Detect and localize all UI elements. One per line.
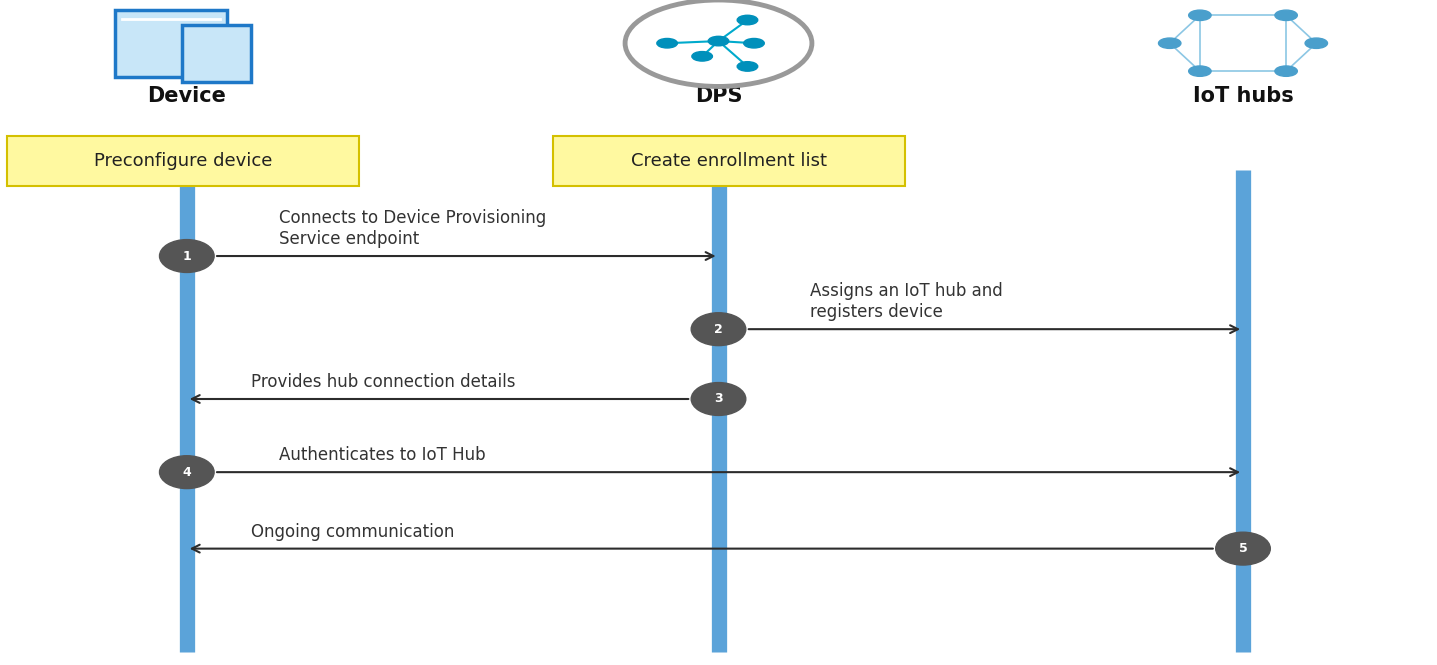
Ellipse shape: [160, 239, 214, 273]
Circle shape: [737, 15, 757, 25]
Circle shape: [737, 62, 757, 71]
Text: Ongoing communication: Ongoing communication: [251, 523, 456, 541]
Circle shape: [1188, 66, 1211, 76]
Text: Preconfigure device: Preconfigure device: [93, 152, 273, 170]
Ellipse shape: [691, 313, 746, 346]
Text: DPS: DPS: [694, 86, 743, 106]
Circle shape: [1158, 38, 1181, 49]
Ellipse shape: [160, 456, 214, 489]
Circle shape: [744, 39, 764, 48]
FancyBboxPatch shape: [553, 136, 905, 186]
Circle shape: [1275, 66, 1298, 76]
Text: Assigns an IoT hub and
registers device: Assigns an IoT hub and registers device: [810, 283, 1003, 321]
Circle shape: [1305, 38, 1328, 49]
Circle shape: [1188, 10, 1211, 21]
Ellipse shape: [1216, 532, 1270, 565]
Text: IoT hubs: IoT hubs: [1193, 86, 1293, 106]
Ellipse shape: [691, 382, 746, 416]
FancyBboxPatch shape: [182, 25, 251, 82]
Text: 1: 1: [182, 249, 191, 263]
Text: Connects to Device Provisioning
Service endpoint: Connects to Device Provisioning Service …: [279, 209, 546, 248]
Text: Authenticates to IoT Hub: Authenticates to IoT Hub: [279, 446, 486, 464]
Text: Provides hub connection details: Provides hub connection details: [251, 373, 516, 391]
Text: 2: 2: [714, 323, 723, 336]
Circle shape: [657, 39, 677, 48]
Circle shape: [1275, 10, 1298, 21]
FancyBboxPatch shape: [115, 9, 227, 76]
Text: 3: 3: [714, 392, 723, 406]
Circle shape: [691, 52, 713, 61]
Text: Device: Device: [148, 86, 226, 106]
Circle shape: [708, 37, 729, 46]
FancyBboxPatch shape: [7, 136, 359, 186]
Text: Create enrollment list: Create enrollment list: [631, 152, 828, 170]
Text: 4: 4: [182, 465, 191, 479]
Text: 5: 5: [1239, 542, 1247, 555]
